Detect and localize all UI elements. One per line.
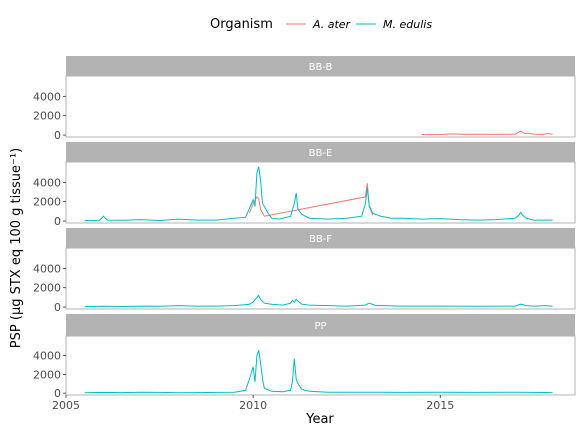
panel-border (65, 247, 576, 310)
y-tick-label: 4000 (33, 262, 61, 275)
facet-bb-e: BB-E 0 2000 4000 (33, 142, 576, 228)
y-tick-label: 0 (54, 129, 61, 142)
y-tick-label: 4000 (33, 90, 61, 103)
y-tick-label: 2000 (33, 282, 61, 295)
facet-strip (66, 142, 575, 162)
facet-bb-b: BB-B 0 2000 4000 (33, 56, 576, 142)
facet-strip-label: BB-E (309, 148, 333, 159)
facet-strip-label: BB-B (309, 62, 333, 73)
legend-label-m-edulis: M. edulis (383, 18, 432, 31)
y-tick-label: 0 (54, 301, 61, 314)
series-line-m-edulis (84, 166, 553, 222)
y-tick-label: 0 (54, 387, 61, 400)
facet-bb-f: BB-F 0 2000 4000 (33, 228, 576, 314)
facet-panels: BB-B020004000BB-E020004000BB-F020004000P… (33, 56, 576, 400)
facet-strip (66, 314, 575, 336)
series-line-m-edulis (84, 294, 553, 308)
y-tick-label: 2000 (33, 196, 61, 209)
facet-strip (66, 56, 575, 76)
series-line-a-ater (248, 183, 374, 217)
y-tick-label: 2000 (33, 368, 61, 381)
facet-strip-label: BB-F (309, 234, 332, 245)
legend: Organism A. ater M. edulis (210, 17, 432, 32)
y-tick-label: 2000 (33, 110, 61, 123)
facet-strip-label: PP (314, 321, 326, 332)
legend-label-a-ater: A. ater (312, 18, 352, 31)
series-line-m-edulis (84, 349, 553, 394)
facet-strip (66, 228, 575, 248)
x-axis: 2005 2010 2015 (52, 395, 454, 412)
x-tick-label: 2005 (52, 399, 80, 412)
y-tick-label: 0 (54, 215, 61, 228)
facet-pp: PP 0 2000 4000 (33, 314, 576, 400)
panel-border (65, 161, 576, 224)
x-tick-label: 2015 (426, 399, 454, 412)
series-line-a-ater (421, 130, 553, 136)
panel-border (65, 335, 576, 396)
x-tick-label: 2010 (239, 399, 267, 412)
y-tick-label: 4000 (33, 176, 61, 189)
y-tick-label: 4000 (33, 350, 61, 363)
x-axis-label: Year (305, 412, 334, 427)
y-axis-label: PSP (µg STX eq 100 g tissue⁻¹) (9, 148, 24, 348)
panel-border (65, 75, 576, 138)
legend-title: Organism (210, 17, 273, 32)
